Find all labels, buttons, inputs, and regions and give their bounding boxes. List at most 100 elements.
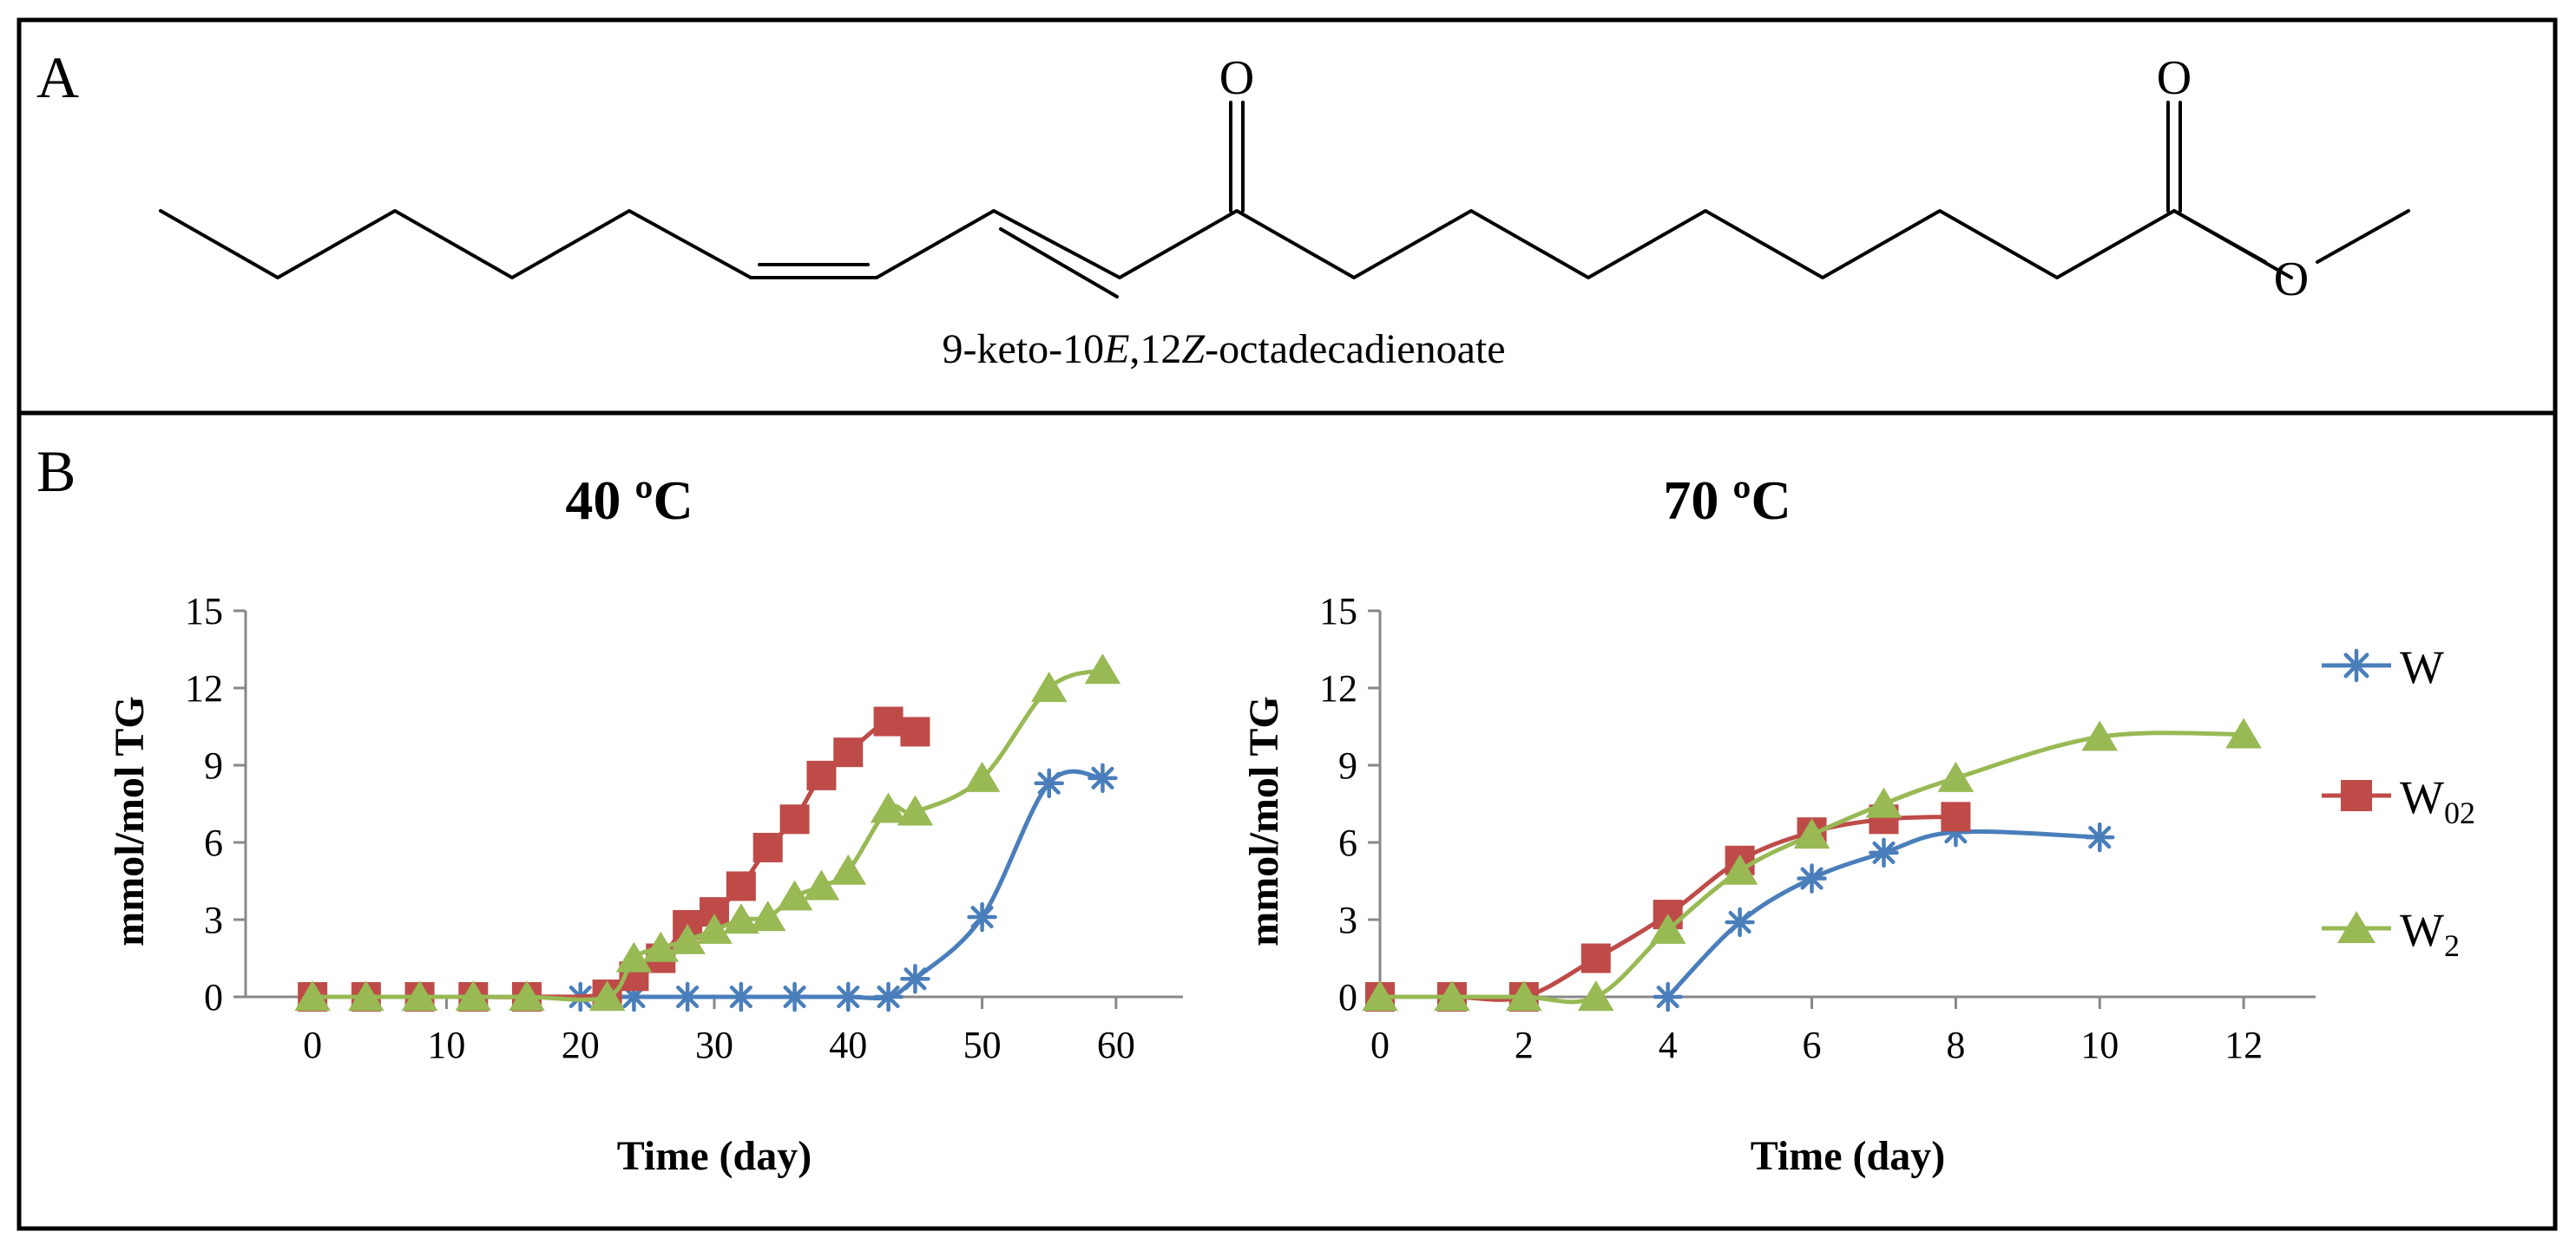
data-point-w (873, 981, 904, 1012)
data-point-w02 (806, 760, 837, 790)
y-tick-label: 15 (185, 590, 223, 632)
legend-label: W2 (2400, 904, 2460, 963)
x-tick-label: 60 (1097, 1024, 1135, 1066)
figure-frame (16, 17, 2558, 1231)
x-tick-label: 6 (1803, 1024, 1822, 1066)
carbon-chain (159, 209, 2293, 279)
trans-double-bond (999, 227, 1119, 298)
y-tick-label: 9 (204, 744, 223, 787)
data-point-w2 (1721, 854, 1758, 885)
data-point-w2 (1577, 980, 1614, 1012)
data-point-w (1034, 768, 1064, 799)
data-point-w (672, 981, 703, 1012)
data-point-w02 (1580, 943, 1611, 973)
data-point-w (726, 981, 757, 1012)
data-point-w2 (803, 869, 840, 901)
chart-70c: 70 ºC 0 3 6 9 12 15 0 2 4 6 8 10 12 Time (day) mmol/mol… (1241, 469, 2316, 1179)
data-point-w02 (1941, 802, 1971, 832)
y-axis-title: mmol/mol TG (1241, 696, 1287, 946)
data-point-w2 (1865, 787, 1902, 818)
y-tick-label: 9 (1338, 744, 1357, 787)
data-point-w2 (509, 980, 545, 1012)
data-point-w2 (615, 941, 653, 973)
data-point-w2 (2081, 720, 2119, 751)
data-point-w2 (1649, 913, 1686, 944)
data-point-w2 (1084, 653, 1121, 685)
chart-title: 70 ºC (1663, 469, 1791, 531)
data-point-w2 (776, 880, 813, 911)
data-point-w02 (900, 717, 930, 747)
data-point-w (2084, 822, 2115, 853)
legend-item-w2: W2 (2322, 904, 2460, 963)
data-point-w (1797, 863, 1827, 894)
legend-marker-triangle (2337, 911, 2376, 943)
data-point-w02 (726, 871, 756, 901)
data-point-w (967, 901, 997, 933)
x-tick-label: 2 (1515, 1024, 1534, 1066)
x-tick-label: 10 (2080, 1024, 2119, 1066)
data-point-w2 (749, 901, 786, 932)
y-tick-label: 15 (1319, 590, 1357, 632)
data-point-w2 (1793, 818, 1830, 849)
data-point-w2 (830, 854, 867, 885)
legend-item-w02: W02 (2322, 771, 2475, 830)
data-point-w02 (873, 706, 904, 737)
data-point-w2 (1434, 980, 1470, 1012)
panel-a: A O O O 9-keto-10E,12Z-octadecadienoate (36, 44, 2410, 372)
molecule-structure: O O O (159, 51, 2410, 306)
series-line-w2 (1379, 731, 2244, 1005)
data-point-w2 (723, 903, 759, 934)
data-point-w2 (2225, 718, 2262, 749)
chart-title: 40 ºC (565, 469, 693, 531)
panel-a-letter: A (36, 44, 79, 110)
y-tick-label: 3 (1338, 899, 1357, 941)
y-tick-label: 6 (1338, 822, 1357, 864)
y-tick-label: 0 (204, 976, 223, 1019)
x-tick-label: 12 (2224, 1024, 2263, 1066)
legend-marker-asterisk (2339, 648, 2374, 683)
legend: W W02 W2 (2322, 641, 2475, 963)
legend-label: W02 (2400, 771, 2475, 830)
data-point-w02 (833, 737, 864, 768)
data-point-w2 (696, 913, 733, 944)
data-point-w2 (294, 980, 331, 1012)
legend-marker-square (2341, 780, 2372, 811)
data-point-w2 (401, 980, 438, 1012)
data-point-w (833, 981, 864, 1012)
x-tick-label: 4 (1659, 1024, 1678, 1066)
compound-name: 9-keto-10E,12Z-octadecadienoate (942, 326, 1505, 372)
data-point-w2 (1362, 980, 1398, 1012)
chart-40c: 40 ºC 0 3 6 9 12 15 0 10 20 30 40 50 60 Time (day) mmol… (107, 469, 1183, 1179)
data-point-w (1088, 763, 1118, 794)
data-point-w2 (897, 795, 934, 826)
x-tick-label: 0 (1370, 1024, 1390, 1066)
data-point-w02 (752, 832, 783, 862)
legend-label: W (2400, 641, 2444, 693)
y-tick-label: 0 (1338, 976, 1357, 1019)
methyl-bond (2316, 209, 2410, 264)
y-tick-label: 12 (1319, 667, 1357, 710)
x-tick-label: 8 (1946, 1024, 1965, 1066)
y-tick-label: 12 (185, 667, 223, 710)
x-axis-title: Time (day) (617, 1133, 812, 1179)
data-point-w2 (588, 980, 626, 1012)
x-tick-label: 40 (829, 1024, 867, 1066)
data-point-w (1653, 981, 1683, 1012)
y-tick-label: 6 (204, 822, 223, 864)
data-point-w2 (455, 980, 492, 1012)
data-point-w02 (779, 804, 810, 835)
ketone-oxygen: O (1219, 51, 1254, 105)
data-point-w (1725, 907, 1755, 938)
x-tick-label: 20 (562, 1024, 600, 1066)
x-tick-label: 0 (303, 1024, 322, 1066)
panel-b-letter: B (36, 438, 76, 504)
ester-single-bond (2172, 209, 2267, 264)
data-point-w2 (642, 931, 680, 962)
x-tick-label: 10 (427, 1024, 465, 1066)
data-point-w2 (1937, 761, 1975, 792)
data-point-w2 (870, 792, 907, 823)
data-point-w2 (1506, 980, 1542, 1012)
data-point-w (779, 981, 810, 1012)
x-axis-title: Time (day) (1751, 1133, 1945, 1179)
ester-oxygen: O (2274, 252, 2309, 306)
